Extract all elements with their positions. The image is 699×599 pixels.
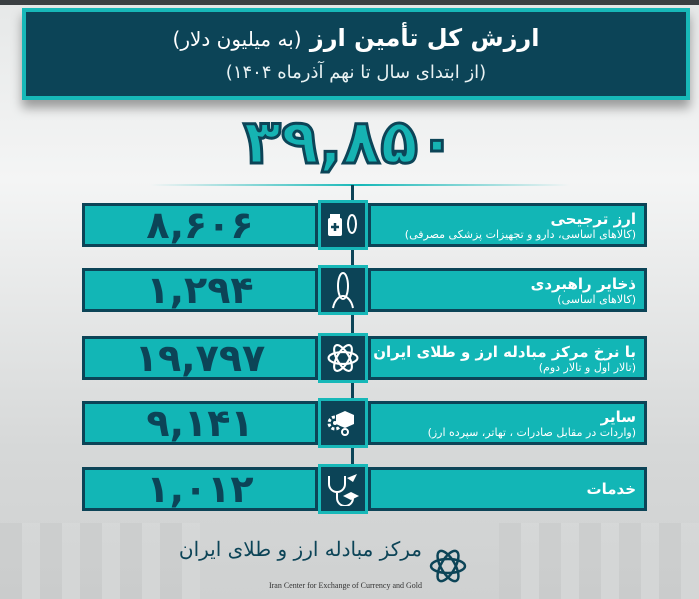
title-unit: (به میلیون دلار) [172, 27, 302, 51]
category-sublabel: (کالاهای اساسی، دارو و تجهیزات پزشکی مصر… [404, 227, 636, 241]
exchange-center-logo-icon [429, 549, 467, 583]
logo-text-en: Iran Center for Exchange of Currency and… [268, 581, 422, 590]
decorative-pattern-left [0, 523, 200, 599]
category-label: ارز ترجیحی [550, 209, 636, 228]
category-label: سایر [600, 407, 636, 426]
logo-text-fa: مرکز مبادله ارز و طلای ایران [178, 537, 422, 561]
divider [150, 184, 570, 186]
category-label-box: ذخایر راهبردی (کالاهای اساسی) [368, 268, 647, 312]
connector-line [351, 185, 354, 475]
category-sublabel: (کالاهای اساسی) [557, 292, 636, 306]
services-icon [318, 464, 368, 514]
category-value: ۱,۲۹۴ [82, 268, 318, 312]
category-row: ۸,۶۰۶ ارز ترجیحی (کالاهای اساسی، دارو و … [82, 200, 647, 250]
category-value: ۱۹,۷۹۷ [82, 336, 318, 380]
category-sublabel: (واردات در مقابل صادرات ، تهاتر، سپرده ا… [427, 425, 636, 439]
page-title: ارزش کل تأمین ارز (به میلیون دلار) [26, 22, 686, 54]
gears-box-icon [318, 398, 368, 448]
medicine-corn-icon [318, 200, 368, 250]
category-label: با نرخ مرکز مبادله ارز و طلای ایران [373, 342, 636, 361]
category-row: ۱۹,۷۹۷ با نرخ مرکز مبادله ارز و طلای ایر… [82, 333, 647, 383]
category-label: ذخایر راهبردی [530, 274, 636, 293]
decorative-pattern-right [499, 523, 699, 599]
page-subtitle: (از ابتدای سال تا نهم آذرماه ۱۴۰۴) [225, 62, 487, 83]
category-label-box: خدمات [368, 467, 647, 511]
category-value: ۱,۰۱۲ [82, 467, 318, 511]
total-value: ۳۹,۸۵۰ [242, 104, 456, 180]
category-row: ۱,۰۱۲ خدمات [82, 464, 647, 514]
category-row: ۹,۱۴۱ سایر (واردات در مقابل صادرات ، تها… [82, 398, 647, 448]
category-sublabel: (تالار اول و تالار دوم) [538, 360, 636, 374]
corn-icon [318, 265, 368, 315]
category-label-box: ارز ترجیحی (کالاهای اساسی، دارو و تجهیزا… [368, 203, 647, 247]
category-row: ۱,۲۹۴ ذخایر راهبردی (کالاهای اساسی) [82, 265, 647, 315]
category-label-box: با نرخ مرکز مبادله ارز و طلای ایران (تال… [368, 336, 647, 380]
category-label-box: سایر (واردات در مقابل صادرات ، تهاتر، سپ… [368, 401, 647, 445]
exchange-center-logo-icon [318, 333, 368, 383]
footer-logo: مرکز مبادله ارز و طلای ایران Iran Center… [179, 536, 468, 598]
top-bar [0, 0, 699, 5]
category-value: ۸,۶۰۶ [82, 203, 318, 247]
category-label: خدمات [586, 480, 636, 498]
title-box: ارزش کل تأمین ارز (به میلیون دلار) (از ا… [22, 8, 690, 100]
title-text: ارزش کل تأمین ارز [309, 24, 540, 52]
category-value: ۹,۱۴۱ [82, 401, 318, 445]
